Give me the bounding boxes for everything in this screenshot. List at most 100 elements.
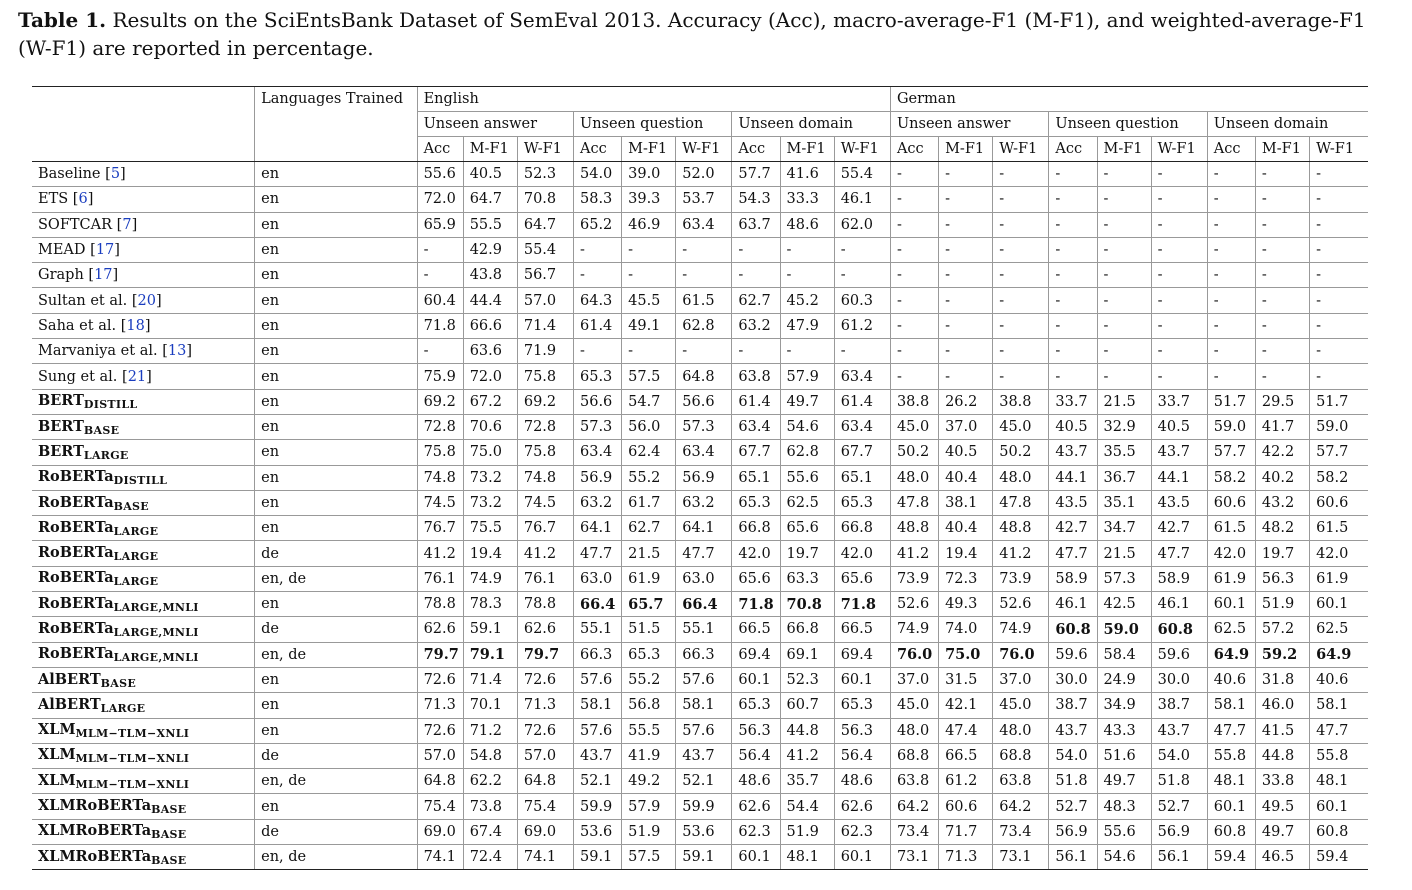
metric-value-cell: 73.9 [889, 565, 939, 592]
metric-value-cell: 55.2 [621, 666, 676, 693]
header-metric: W-F1 [833, 136, 891, 162]
citation-link[interactable]: 21 [127, 368, 147, 385]
metric-value-cell: - [992, 186, 1049, 213]
metric-value-cell: 58.9 [1150, 565, 1208, 592]
metric-value-cell: 42.0 [833, 540, 891, 567]
metric-value-cell: 41.2 [516, 540, 574, 567]
metric-value-cell: - [731, 236, 781, 263]
model-variant-subscript: BASE [151, 803, 187, 817]
model-variant-subscript: MLM−TLM−XNLI [75, 752, 190, 766]
metric-value-cell: 48.1 [1309, 768, 1368, 794]
header-metric: W-F1 [675, 136, 732, 162]
model-variant-subscript: DISTILL [113, 474, 168, 488]
model-variant-subscript: LARGE,MNLI [113, 651, 199, 665]
metric-value-cell: 69.0 [516, 818, 574, 845]
metric-value-cell: 43.7 [1150, 439, 1208, 466]
header-metric: Acc [731, 136, 781, 162]
metric-value-cell: 67.4 [462, 818, 518, 845]
metric-value-cell: - [1206, 287, 1256, 314]
header-metric: M-F1 [1254, 136, 1310, 162]
languages-trained-cell: en, de [254, 565, 418, 592]
metric-value-cell: - [938, 312, 993, 339]
model-name-cell: Graph [17] [32, 262, 255, 288]
citation-link[interactable]: 17 [94, 267, 113, 284]
languages-trained-cell: en [254, 515, 418, 541]
metric-value-cell: - [938, 236, 993, 263]
metric-value-cell: 73.1 [889, 844, 939, 871]
model-name-cell: RoBERTaLARGE,MNLI [32, 641, 255, 668]
metric-value-cell: - [621, 236, 676, 263]
metric-value-cell: 49.5 [1254, 793, 1310, 820]
metric-value-cell: 75.5 [462, 515, 518, 541]
model-name: AlBERT [38, 695, 101, 713]
metric-value-cell: 47.7 [1309, 717, 1368, 744]
metric-value-cell: - [1048, 211, 1097, 238]
model-name-cell: XLMRoBERTaBASE [32, 818, 255, 845]
metric-value-cell: 48.3 [1096, 793, 1152, 820]
citation-link[interactable]: 20 [137, 292, 156, 309]
metric-value-cell: 73.9 [992, 565, 1049, 592]
metric-value-cell: 48.8 [889, 515, 939, 541]
model-name-cell: XLMMLM−TLM−XNLI [32, 742, 255, 769]
metric-value-cell: 57.2 [1254, 616, 1310, 643]
citation-link[interactable]: 5 [110, 166, 121, 183]
citation-link[interactable]: 17 [95, 242, 115, 259]
header-english: English [416, 86, 891, 112]
metric-value-cell: 65.3 [731, 489, 781, 516]
metric-value-cell: 47.7 [1150, 540, 1208, 567]
languages-trained-cell: en [254, 236, 418, 263]
metric-value-cell: 41.2 [779, 742, 835, 769]
metric-value-cell: 24.9 [1096, 666, 1152, 693]
metric-value-cell: 62.2 [462, 768, 518, 794]
metric-value-cell: - [889, 338, 939, 364]
metric-value-cell: 54.6 [1096, 844, 1152, 871]
metric-value-cell: - [1254, 287, 1310, 314]
metric-value-cell: 44.4 [462, 287, 518, 314]
model-name: AlBERT [38, 670, 101, 688]
languages-trained-cell: en [254, 464, 418, 491]
metric-value-cell: 65.1 [731, 464, 781, 491]
metric-value-cell: 48.1 [1206, 768, 1256, 794]
metric-value-cell: 40.5 [1150, 413, 1208, 440]
metric-value-cell: 62.6 [416, 616, 464, 643]
metric-value-cell: 63.7 [731, 211, 781, 238]
metric-value-cell: 61.2 [833, 312, 891, 339]
metric-value-cell: 55.6 [416, 160, 464, 187]
table-label: Table 1. [18, 8, 107, 32]
metric-value-cell: - [938, 160, 993, 187]
metric-value-cell: 73.1 [992, 844, 1049, 871]
metric-value-cell: 64.9 [1309, 641, 1368, 668]
model-name: BERT [38, 392, 84, 410]
metric-value-cell: 29.5 [1254, 388, 1310, 415]
metric-value-cell: 66.3 [675, 641, 732, 668]
metric-value-cell: - [1048, 236, 1097, 263]
metric-value-cell: 76.0 [889, 641, 939, 668]
metric-value-cell: 75.4 [516, 793, 574, 820]
model-name-cell: Sung et al. [21] [32, 363, 255, 390]
metric-value-cell: - [1150, 186, 1208, 213]
metric-value-cell: 58.1 [1206, 692, 1256, 719]
metric-value-cell: 47.7 [1048, 540, 1097, 567]
metric-value-cell: 60.7 [779, 692, 835, 719]
table-row: Marvaniya et al. [13] en -63.6 71.9- - - - - - - -… [32, 338, 1368, 364]
metric-value-cell: 47.8 [992, 489, 1049, 516]
citation-link[interactable]: 6 [78, 191, 88, 208]
citation-link[interactable]: 18 [126, 317, 145, 334]
header-metric: Acc [416, 136, 464, 162]
metric-value-cell: 33.7 [1150, 388, 1208, 415]
languages-trained-cell: en [254, 666, 418, 693]
metric-value-cell: 44.1 [1150, 464, 1208, 491]
model-name-cell: XLMMLM−TLM−XNLI [32, 768, 255, 794]
metric-value-cell: 57.6 [675, 717, 732, 744]
metric-value-cell: 72.0 [462, 363, 518, 390]
metric-value-cell: - [938, 186, 993, 213]
metric-value-cell: 60.1 [833, 844, 891, 871]
model-variant-subscript: DISTILL [83, 398, 138, 412]
metric-value-cell: - [779, 236, 835, 263]
metric-value-cell: 55.1 [572, 616, 622, 643]
metric-value-cell: 65.6 [779, 515, 835, 541]
metric-value-cell: - [889, 287, 939, 314]
citation-link[interactable]: 13 [167, 343, 187, 360]
citation-link[interactable]: 7 [122, 216, 132, 233]
metric-value-cell: 71.3 [938, 844, 993, 871]
